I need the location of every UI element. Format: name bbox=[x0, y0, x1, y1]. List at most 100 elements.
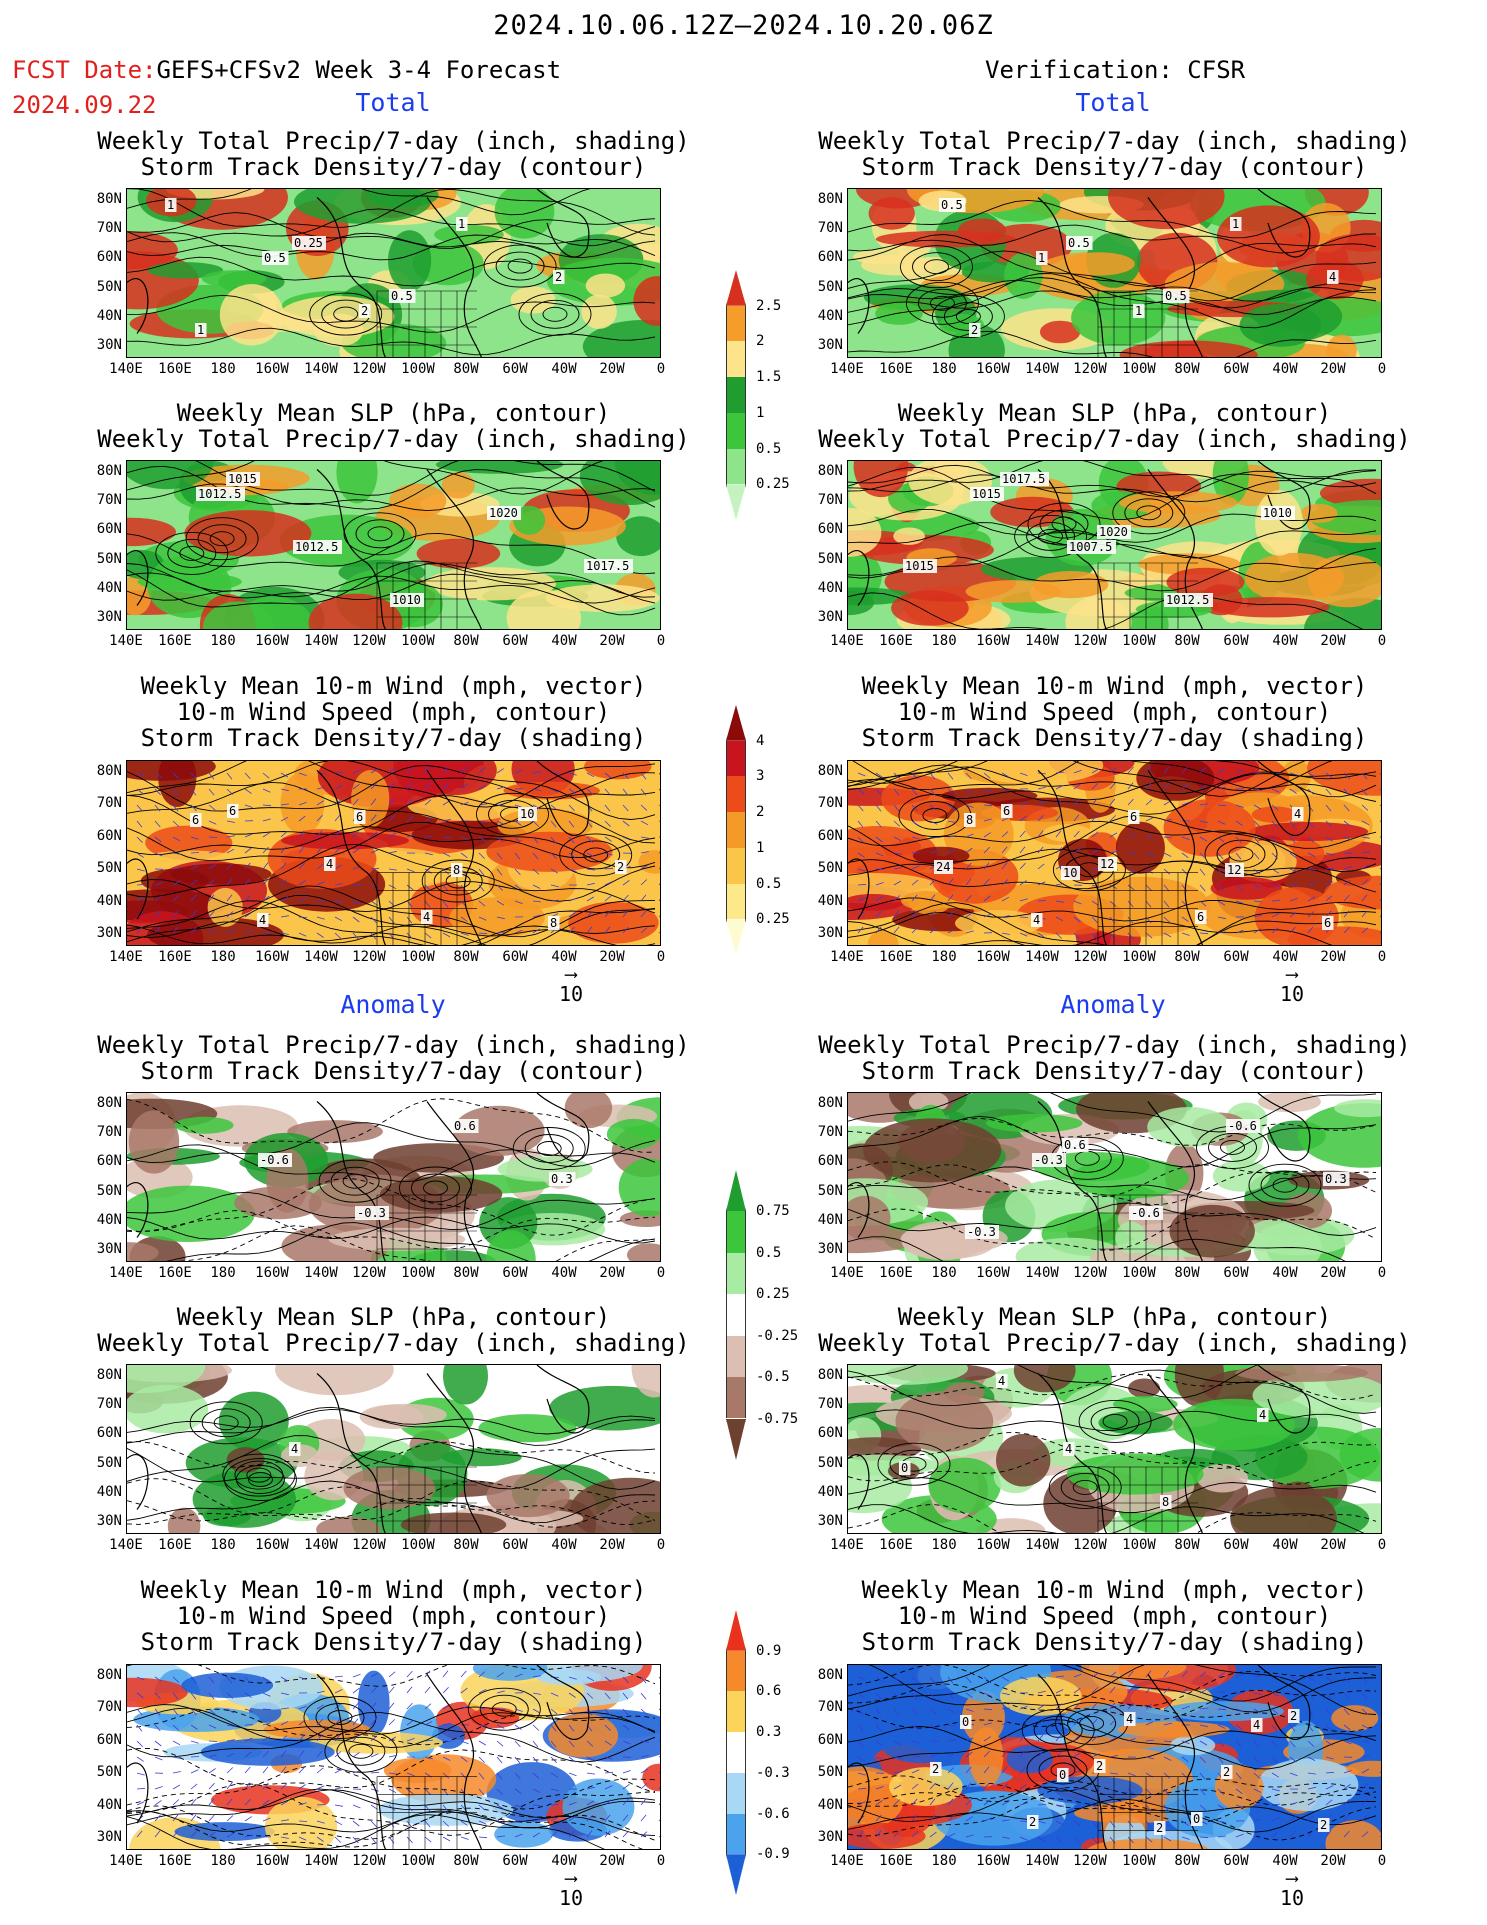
wind-vector bbox=[190, 1708, 197, 1716]
wind-vector bbox=[1091, 1753, 1100, 1758]
wind-vector bbox=[640, 910, 647, 918]
lat-label: 70N bbox=[817, 492, 843, 508]
contour-label: 1 bbox=[456, 217, 468, 231]
wind-vector bbox=[1361, 836, 1370, 839]
wind-vector bbox=[929, 850, 938, 854]
lon-label: 100W bbox=[1122, 633, 1156, 649]
contour-label: 4 bbox=[421, 910, 433, 924]
wind-vector bbox=[478, 868, 485, 876]
wind-vector bbox=[640, 879, 648, 886]
wind-vector bbox=[875, 926, 882, 934]
wind-vector bbox=[514, 820, 522, 826]
lon-label: 180 bbox=[210, 1537, 236, 1553]
wind-vector bbox=[622, 894, 629, 902]
lon-label: 120W bbox=[352, 1265, 386, 1281]
shading-blotch bbox=[1298, 1103, 1381, 1168]
wind-vector bbox=[478, 784, 487, 790]
wind-vector bbox=[929, 1831, 937, 1838]
wind-vector bbox=[1343, 1708, 1350, 1716]
shading-blotch bbox=[127, 1677, 188, 1708]
wind-vector bbox=[298, 1734, 305, 1742]
wind-vector bbox=[658, 1803, 660, 1806]
lat-label: 70N bbox=[96, 1396, 122, 1412]
svg-text:1015: 1015 bbox=[972, 487, 1001, 501]
wind-vector bbox=[298, 815, 306, 822]
wind-vector bbox=[1217, 820, 1226, 825]
wind-vector bbox=[1127, 1788, 1135, 1795]
wind-vector bbox=[586, 1772, 595, 1775]
wind-vector bbox=[1181, 836, 1190, 841]
colorbar-segment bbox=[726, 1377, 746, 1419]
contour-line bbox=[127, 189, 591, 216]
shading-blotch bbox=[1216, 205, 1320, 268]
wind-vector bbox=[1217, 1724, 1226, 1729]
wind-vector bbox=[1037, 900, 1047, 902]
wind-vector bbox=[172, 1799, 180, 1806]
wind-vector bbox=[496, 1820, 505, 1824]
wind-vector bbox=[568, 1801, 577, 1806]
contour-ring bbox=[222, 1453, 296, 1497]
shading-blotch bbox=[848, 894, 904, 911]
wind-vector bbox=[1127, 900, 1134, 908]
coastline bbox=[848, 278, 870, 334]
wind-vector bbox=[911, 836, 920, 840]
wind-vector bbox=[244, 862, 251, 870]
wind-vector bbox=[1199, 1740, 1208, 1746]
wind-vector bbox=[1253, 836, 1260, 844]
wind-vector bbox=[1019, 1719, 1027, 1726]
wind-vector bbox=[262, 1722, 271, 1726]
wind-vector bbox=[514, 1756, 521, 1764]
wind-vector bbox=[893, 1708, 900, 1716]
wind-vector bbox=[190, 1692, 197, 1700]
lon-label: 20W bbox=[599, 361, 625, 377]
wind-vector bbox=[1037, 1734, 1044, 1742]
shading-blotch bbox=[861, 254, 933, 276]
wind-vector bbox=[1325, 1740, 1333, 1746]
svg-text:6: 6 bbox=[1003, 804, 1010, 818]
shading-blotch bbox=[391, 1754, 497, 1804]
colorbar-precip_anom: 0.75 0.5 0.25 -0.25 -0.5 -0.75 bbox=[726, 1170, 798, 1460]
wind-vector bbox=[1145, 1820, 1152, 1828]
wind-vector bbox=[1325, 852, 1334, 856]
wind-vector bbox=[1019, 1750, 1026, 1758]
wind-vector bbox=[1163, 1740, 1172, 1743]
wind-vector bbox=[1181, 1788, 1188, 1796]
wind-vector bbox=[1037, 1820, 1046, 1824]
lon-label: 20W bbox=[1320, 1537, 1346, 1553]
wind-vector bbox=[1217, 852, 1224, 860]
contour-line bbox=[848, 461, 1377, 494]
shading-blotch bbox=[158, 761, 197, 807]
wind-vector bbox=[496, 1708, 506, 1711]
wind-vector bbox=[911, 852, 921, 854]
wind-vector bbox=[640, 1768, 649, 1774]
wind-vector bbox=[1163, 818, 1172, 822]
wind-vector bbox=[1019, 1820, 1029, 1822]
wind-vector bbox=[1109, 1719, 1116, 1726]
wind-vector bbox=[947, 1676, 954, 1684]
lon-label: 140E bbox=[109, 361, 143, 377]
lon-label: 80W bbox=[1174, 949, 1200, 965]
wind-vector bbox=[136, 1801, 145, 1806]
coastline bbox=[127, 1454, 149, 1510]
lon-label: 140W bbox=[1025, 1537, 1059, 1553]
wind-vector bbox=[911, 1740, 920, 1744]
wind-vector bbox=[857, 868, 866, 872]
wind-vector bbox=[370, 867, 380, 870]
lat-label: 60N bbox=[96, 249, 122, 265]
wind-vector bbox=[478, 1772, 485, 1780]
wind-vector bbox=[1181, 1836, 1190, 1840]
lat-label: 50N bbox=[817, 279, 843, 295]
contour-label: 4 bbox=[1063, 1442, 1075, 1456]
shading-blotch bbox=[1128, 1378, 1161, 1398]
wind-vector bbox=[875, 852, 884, 857]
contour-ring bbox=[315, 1703, 365, 1732]
contour-ring bbox=[1038, 528, 1064, 544]
svg-text:1: 1 bbox=[1232, 217, 1239, 231]
wind-vector bbox=[586, 788, 594, 795]
shading-blotch bbox=[867, 930, 899, 945]
wind-vector bbox=[622, 1830, 629, 1838]
wind-vector bbox=[1289, 788, 1297, 794]
lon-label: 140E bbox=[109, 1537, 143, 1553]
contour-line bbox=[127, 1191, 656, 1231]
lon-label: 60W bbox=[502, 633, 528, 649]
